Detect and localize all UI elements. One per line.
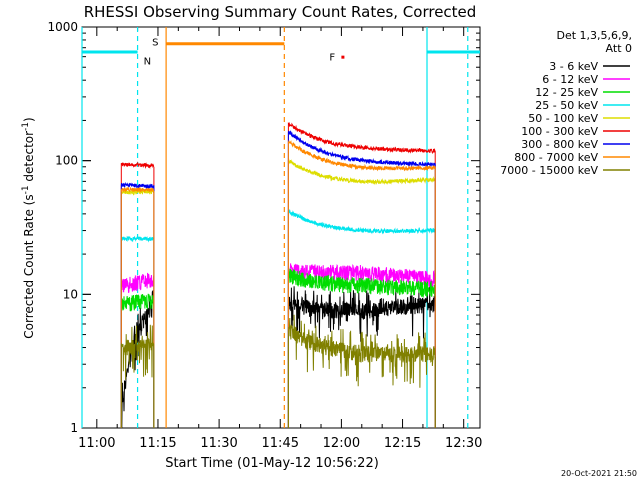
y-axis-label-sup1: -1 bbox=[21, 185, 31, 194]
legend-label-3: 25 - 50 keV bbox=[535, 99, 598, 112]
x-tick-label: 12:30 bbox=[445, 436, 482, 451]
series-line-0-segment-2 bbox=[287, 286, 436, 428]
legend-label-7: 800 - 7000 keV bbox=[514, 151, 598, 164]
series-line-3-segment-2 bbox=[287, 208, 436, 428]
series-line-7-segment-1 bbox=[120, 186, 155, 428]
y-tick-label: 1 bbox=[70, 421, 78, 435]
series-line-5-segment-2 bbox=[287, 122, 436, 428]
footer-timestamp: 20-Oct-2021 21:50 bbox=[561, 469, 637, 478]
legend-header-attenuator: Att 0 bbox=[606, 42, 632, 55]
series-line-8-segment-1 bbox=[120, 324, 155, 428]
flag-N: N bbox=[144, 57, 151, 68]
legend-label-8: 7000 - 15000 keV bbox=[500, 164, 598, 177]
y-axis-label-end: ) bbox=[22, 117, 36, 122]
legend-label-0: 3 - 6 keV bbox=[549, 60, 598, 73]
series-line-8-segment-2 bbox=[287, 314, 436, 428]
series-line-2-segment-2 bbox=[287, 268, 436, 428]
y-axis-label-sup2: -1 bbox=[21, 122, 31, 131]
y-tick-label: 10 bbox=[63, 287, 78, 301]
legend-label-4: 50 - 100 keV bbox=[528, 112, 598, 125]
series-line-0-segment-1 bbox=[120, 289, 155, 429]
chart-title: RHESSI Observing Summary Count Rates, Co… bbox=[84, 3, 477, 21]
legend-label-2: 12 - 25 keV bbox=[535, 86, 598, 99]
x-axis-label: Start Time (01-May-12 10:56:22) bbox=[165, 456, 379, 471]
x-tick-label: 11:15 bbox=[139, 436, 176, 451]
y-axis-label: Corrected Count Rate (s-1 detector-1) bbox=[21, 117, 36, 338]
series-line-6-segment-1 bbox=[120, 181, 155, 428]
flag-F-dot bbox=[341, 55, 345, 59]
series-line-3-segment-1 bbox=[120, 235, 155, 428]
y-axis-label-mid: detector bbox=[22, 131, 36, 186]
x-tick-label: 11:30 bbox=[200, 436, 237, 451]
x-tick-label: 11:45 bbox=[262, 436, 299, 451]
legend-label-1: 6 - 12 keV bbox=[542, 73, 598, 86]
y-tick-label: 100 bbox=[55, 154, 78, 168]
series-line-4-segment-2 bbox=[287, 157, 436, 428]
x-tick-label: 12:00 bbox=[323, 436, 360, 451]
legend-label-6: 300 - 800 keV bbox=[521, 138, 598, 151]
legend-header-detectors: Det 1,3,5,6,9, bbox=[556, 29, 632, 42]
plot-area: 1 10 100 1000 11:00 11:15 11:30 11:45 12:00 12:15… bbox=[47, 20, 482, 451]
legend-label-5: 100 - 300 keV bbox=[521, 125, 598, 138]
series-line-1-segment-1 bbox=[120, 272, 155, 428]
series-line-6-segment-2 bbox=[287, 130, 436, 428]
series-line-5-segment-1 bbox=[120, 161, 155, 428]
x-tick-label: 12:15 bbox=[384, 436, 421, 451]
y-tick-label: 1000 bbox=[47, 20, 78, 34]
flag-S: S bbox=[152, 37, 158, 48]
x-tick-label: 11:00 bbox=[78, 436, 115, 451]
y-axis-label-main: Corrected Count Rate (s bbox=[22, 194, 36, 338]
series-line-2-segment-1 bbox=[120, 293, 155, 428]
flag-F: F bbox=[329, 53, 335, 64]
series-line-1-segment-2 bbox=[287, 263, 436, 428]
series-line-7-segment-2 bbox=[287, 140, 436, 428]
